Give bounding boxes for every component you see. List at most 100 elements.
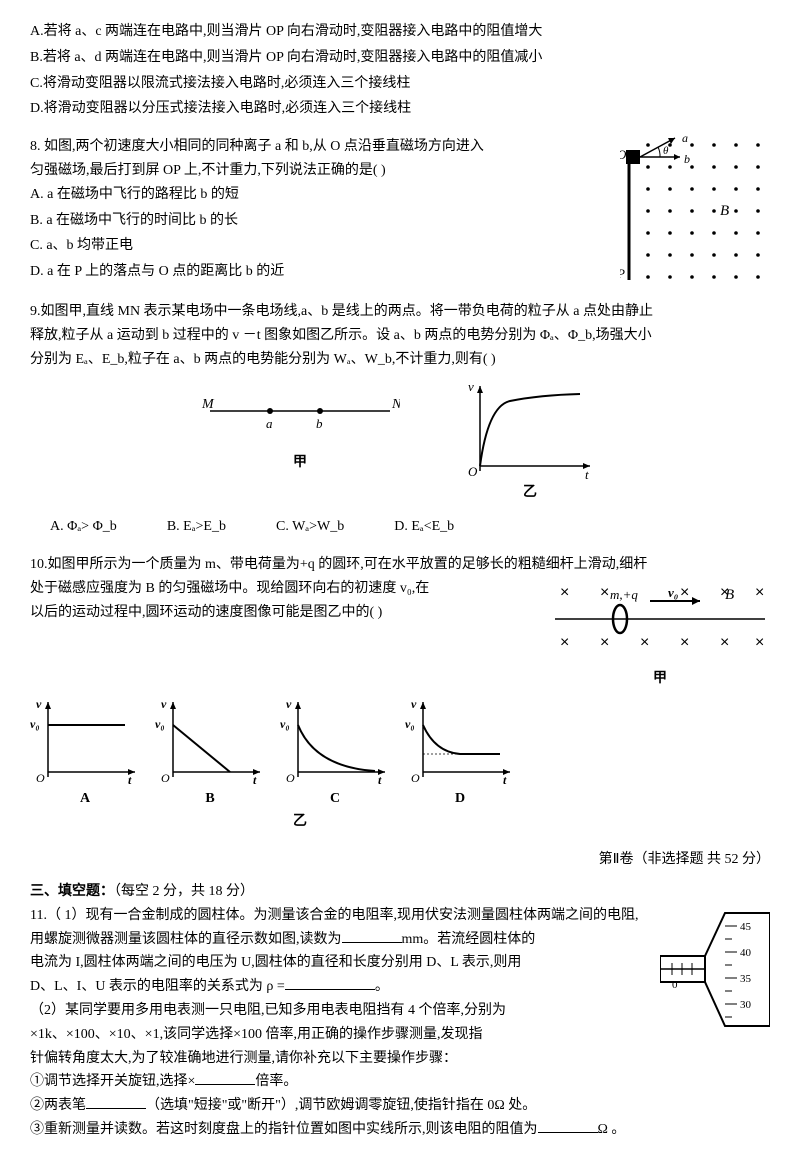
q11-p3: 电流为 I,圆柱体两端之间的电压为 U,圆柱体的直径和长度分别用 D、L 表示,… [30, 951, 770, 975]
svg-text:v: v [411, 697, 417, 711]
svg-text:θ: θ [663, 145, 669, 157]
q9-options: A. Φₐ> Φ_b B. Eₐ>E_b C. Wₐ>W_b D. Eₐ<E_b [50, 515, 770, 539]
q11-p8b: 倍率。 [255, 1074, 297, 1089]
q7-opt-c: C.将滑动变阻器以限流式接法接入电路时,必须连入三个接线柱 [30, 72, 770, 96]
svg-text:30: 30 [740, 999, 752, 1011]
label-P: P [620, 266, 625, 281]
svg-text:t: t [378, 773, 382, 787]
q9-opt-d: D. Eₐ<E_b [394, 515, 454, 539]
q10-stem-1: 10.如图甲所示为一个质量为 m、带电荷量为+q 的圆环,可在水平放置的足够长的… [30, 553, 770, 577]
q8-diagram: O P a θ b B [620, 135, 770, 285]
svg-text:M: M [201, 397, 215, 412]
q11-p2a: 用螺旋测微器测量该圆柱体的直径示数如图,读数为 [30, 932, 342, 947]
svg-text:v: v [468, 381, 474, 394]
svg-text:×: × [755, 634, 764, 651]
graph-b: v₀ v t O B [155, 697, 265, 811]
label-yi: 乙 [460, 481, 600, 505]
micrometer-diagram: 0 45 40 35 30 [660, 908, 770, 1028]
svg-text:t: t [585, 467, 589, 481]
svg-text:v₀: v₀ [280, 717, 290, 731]
svg-text:×: × [720, 634, 729, 651]
question-9: 9.如图甲,直线 MN 表示某电场中一条电场线,a、b 是线上的两点。将一带负电… [30, 300, 770, 539]
q10-fig-jia: ××××× ×××××× m,+q v₀ B 甲 [550, 577, 770, 691]
label-jia: 甲 [200, 451, 400, 475]
blank-2[interactable] [285, 975, 375, 990]
svg-text:×: × [680, 634, 689, 651]
q11-p6: ×1k、×100、×10、×1,该同学选择×100 倍率,用正确的操作步骤测量,… [30, 1023, 770, 1047]
svg-text:v₀: v₀ [668, 585, 678, 600]
svg-text:v₀: v₀ [405, 717, 415, 731]
svg-text:×: × [600, 634, 609, 651]
q9-opt-c: C. Wₐ>W_b [276, 515, 344, 539]
svg-text:35: 35 [740, 973, 752, 985]
svg-text:×: × [680, 584, 689, 601]
svg-text:45: 45 [740, 921, 752, 933]
svg-text:×: × [755, 584, 764, 601]
label-O: O [620, 147, 627, 162]
q11-p10b: Ω 。 [598, 1122, 626, 1137]
svg-text:v: v [36, 697, 42, 711]
q7-opt-d: D.将滑动变阻器以分压式接法接入电路时,必须连入三个接线柱 [30, 97, 770, 121]
svg-text:m,+q: m,+q [610, 587, 638, 602]
q10-fig-yi-row: v₀ v t O A v₀ v t O B [30, 697, 770, 811]
q9-fig-jia: M N a b 甲 [200, 381, 400, 505]
graph-a: v₀ v t O A [30, 697, 140, 811]
question-10: 10.如图甲所示为一个质量为 m、带电荷量为+q 的圆环,可在水平放置的足够长的… [30, 553, 770, 834]
svg-text:a: a [266, 416, 273, 431]
section-3-header: 三、填空题：（每空 2 分，共 18 分） [30, 880, 770, 904]
question-11: 0 45 40 35 30 11.（ 1）现有一合金制成的圆柱体。为测量该合金的… [30, 904, 770, 1142]
svg-text:v₀: v₀ [155, 717, 165, 731]
q9-opt-b: B. Eₐ>E_b [167, 515, 226, 539]
blank-1[interactable] [342, 928, 402, 943]
q11-p1: 11.（ 1）现有一合金制成的圆柱体。为测量该合金的电阻率,现用伏安法测量圆柱体… [30, 904, 770, 928]
svg-text:×: × [600, 584, 609, 601]
svg-text:t: t [503, 773, 507, 787]
label-b: b [684, 152, 690, 166]
svg-text:b: b [316, 416, 323, 431]
svg-text:×: × [560, 634, 569, 651]
q11-p7: 针偏转角度太大,为了较准确地进行测量,请你补充以下主要操作步骤： [30, 1047, 770, 1071]
svg-text:O: O [36, 771, 45, 785]
part-ii-header: 第Ⅱ卷（非选择题 共 52 分） [30, 848, 770, 872]
svg-text:O: O [161, 771, 170, 785]
q7-opt-a: A.若将 a、c 两端连在电路中,则当滑片 OP 向右滑动时,变阻器接入电路中的… [30, 20, 770, 44]
svg-text:t: t [253, 773, 257, 787]
q9-stem-1: 9.如图甲,直线 MN 表示某电场中一条电场线,a、b 是线上的两点。将一带负电… [30, 300, 770, 324]
q11-p10a: ③重新测量并读数。若这时刻度盘上的指针位置如图中实线所示,则该电阻的阻值为 [30, 1122, 538, 1137]
blank-5[interactable] [538, 1118, 598, 1133]
graph-c: v₀ v t O C [280, 697, 390, 811]
svg-text:B: B [725, 587, 734, 603]
svg-text:t: t [128, 773, 132, 787]
section-3-note: （每空 2 分，共 18 分） [114, 884, 254, 899]
q11-p9b: （选填"短接"或"断开"）,调节欧姆调零旋钮,使指针指在 0Ω 处。 [146, 1098, 536, 1113]
q9-stem-2: 释放,粒子从 a 运动到 b 过程中的 v －t 图象如图乙所示。设 a、b 两… [30, 324, 770, 348]
blank-3[interactable] [195, 1070, 255, 1085]
svg-text:O: O [286, 771, 295, 785]
svg-text:×: × [640, 634, 649, 651]
label-yi-10: 乙 [0, 810, 770, 834]
label-a: a [682, 135, 688, 145]
q9-figures: M N a b 甲 v t O 乙 [30, 381, 770, 505]
q9-fig-yi: v t O 乙 [460, 381, 600, 505]
svg-text:v: v [161, 697, 167, 711]
q9-opt-a: A. Φₐ> Φ_b [50, 515, 117, 539]
svg-text:×: × [560, 584, 569, 601]
svg-text:O: O [411, 771, 420, 785]
svg-text:v: v [286, 697, 292, 711]
q11-p5: （2）某同学要用多用电表测一只电阻,已知多用电表电阻挡有 4 个倍率,分别为 [30, 999, 770, 1023]
q11-p8a: ①调节选择开关旋钮,选择× [30, 1074, 195, 1089]
label-B: B [720, 203, 729, 219]
svg-text:O: O [468, 464, 478, 479]
svg-text:N: N [391, 397, 400, 412]
blank-4[interactable] [86, 1094, 146, 1109]
svg-text:0: 0 [672, 979, 678, 991]
q7-opt-b: B.若将 a、d 两端连在电路中,则当滑片 OP 向右滑动时,变阻器接入电路中的… [30, 46, 770, 70]
graph-d: v₀ v t O D [405, 697, 515, 811]
question-8: O P a θ b B 8. 如图,两个初速度大小相同的同种离子 a 和 b,从… [30, 135, 770, 286]
q11-p9a: ②两表笔 [30, 1098, 86, 1113]
q11-p4a: D、L、I、U 表示的电阻率的关系式为 ρ = [30, 979, 285, 994]
q11-p4b: 。 [375, 979, 389, 994]
svg-text:v₀: v₀ [30, 717, 40, 731]
question-7-options: A.若将 a、c 两端连在电路中,则当滑片 OP 向右滑动时,变阻器接入电路中的… [30, 20, 770, 121]
section-3-title: 三、填空题： [30, 884, 114, 899]
